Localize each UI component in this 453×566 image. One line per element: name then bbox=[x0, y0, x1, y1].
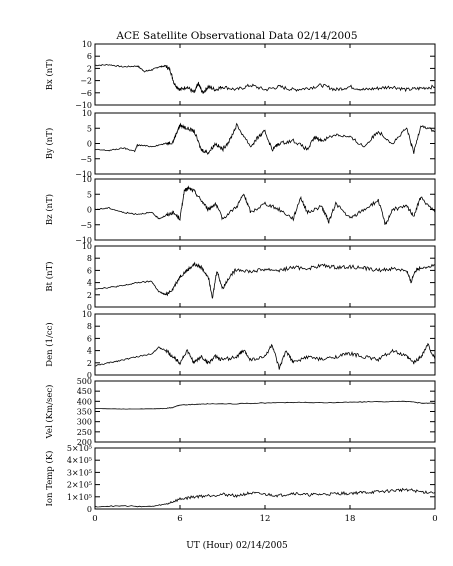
series-line-bt bbox=[94, 261, 436, 299]
y-tick-label-den: 10 bbox=[82, 310, 92, 319]
y-tick-label-temp: 4×10⁵ bbox=[67, 456, 92, 465]
y-tick-label-by: −5 bbox=[80, 155, 92, 164]
y-tick-label-bx: 6 bbox=[87, 52, 92, 61]
y-tick-label-by: 0 bbox=[87, 140, 92, 149]
series-line-bz bbox=[94, 185, 436, 225]
x-tick-label: 12 bbox=[260, 514, 271, 524]
panel-temp: 5×10⁵ 4×10⁵ 3×10⁵ 2×10⁵ 1×10⁵ 0 Ion Temp (K) bbox=[44, 444, 436, 514]
y-tick-label-bt: 8 bbox=[87, 254, 92, 263]
y-tick-label-bz: 10 bbox=[82, 175, 92, 184]
y-tick-label-bt: 4 bbox=[87, 279, 92, 288]
y-tick-label-bx: −2 bbox=[80, 77, 92, 86]
y-tick-label-bx: −6 bbox=[80, 89, 92, 98]
y-tick-label-bt: 2 bbox=[87, 291, 92, 300]
y-tick-label-bx: −10 bbox=[75, 101, 92, 110]
y-tick-label-vel: 500 bbox=[77, 377, 92, 386]
panels-group: 10 6 2 −2 −6 −10 Bx (nT) 10 5 0 −5 −10 By (nT) 10 5 0 −5… bbox=[44, 40, 438, 524]
series-line-by bbox=[94, 122, 436, 156]
y-tick-label-bx: 10 bbox=[82, 40, 92, 49]
y-tick-label-vel: 400 bbox=[77, 397, 92, 406]
y-tick-label-den: 8 bbox=[87, 322, 92, 331]
y-tick-label-bt: 6 bbox=[87, 266, 92, 275]
y-tick-label-vel: 250 bbox=[77, 428, 92, 437]
y-tick-label-vel: 300 bbox=[77, 418, 92, 427]
y-tick-label-by: −10 bbox=[75, 170, 92, 179]
panel-by: 10 5 0 −5 −10 By (nT) bbox=[44, 109, 436, 179]
y-axis-label-bz: Bz (nT) bbox=[44, 194, 55, 225]
y-axis-label-bt: Bt (nT) bbox=[44, 261, 55, 291]
y-tick-label-bz: −5 bbox=[80, 221, 92, 230]
y-tick-label-temp: 1×10⁵ bbox=[67, 493, 92, 502]
panel-den: 10 8 6 4 2 0 Den (1/cc) bbox=[44, 310, 436, 380]
y-tick-label-den: 4 bbox=[87, 347, 92, 356]
panel-bx: 10 6 2 −2 −6 −10 Bx (nT) bbox=[44, 40, 436, 110]
y-axis-label-by: By (nT) bbox=[44, 128, 55, 160]
y-tick-label-vel: 200 bbox=[77, 438, 92, 447]
y-axis-label-bx: Bx (nT) bbox=[44, 59, 55, 91]
panel-bz: 10 5 0 −5 −10 Bz (nT) bbox=[44, 175, 436, 245]
y-tick-label-vel: 450 bbox=[77, 387, 92, 396]
y-tick-label-bt: 0 bbox=[87, 303, 92, 312]
y-tick-label-vel: 350 bbox=[77, 408, 92, 417]
series-line-vel bbox=[94, 400, 436, 410]
y-tick-label-bt: 10 bbox=[82, 242, 92, 251]
y-tick-label-bz: 0 bbox=[87, 206, 92, 215]
y-tick-label-by: 5 bbox=[87, 124, 92, 133]
y-tick-label-bz: −10 bbox=[75, 236, 92, 245]
y-tick-label-temp: 3×10⁵ bbox=[67, 468, 92, 477]
x-tick-label: 0 bbox=[92, 514, 97, 524]
series-line-bx bbox=[94, 64, 436, 94]
y-tick-label-temp: 5×10⁵ bbox=[67, 444, 92, 453]
chart-title: ACE Satellite Observational Data 02/14/2… bbox=[115, 30, 357, 42]
x-axis-label: UT (Hour) 02/14/2005 bbox=[186, 540, 288, 551]
y-axis-label-den: Den (1/cc) bbox=[44, 322, 55, 366]
y-tick-label-temp: 0 bbox=[87, 505, 92, 514]
y-tick-label-den: 6 bbox=[87, 334, 92, 343]
panel-bt: 10 8 6 4 2 0 Bt (nT) bbox=[44, 242, 436, 312]
y-axis-label-temp: Ion Temp (K) bbox=[44, 451, 55, 507]
x-tick-label: 18 bbox=[345, 514, 356, 524]
y-tick-label-by: 10 bbox=[82, 109, 92, 118]
x-tick-label: 6 bbox=[177, 514, 182, 524]
y-tick-label-bz: 5 bbox=[87, 190, 92, 199]
y-tick-label-bx: 2 bbox=[87, 64, 92, 73]
y-axis-label-vel: Vel (Km/sec) bbox=[44, 385, 55, 440]
series-line-den bbox=[94, 342, 436, 370]
x-tick-label: 0 bbox=[432, 514, 437, 524]
y-tick-label-den: 2 bbox=[87, 359, 92, 368]
series-line-temp bbox=[94, 487, 436, 508]
y-tick-label-temp: 2×10⁵ bbox=[67, 481, 92, 490]
y-tick-label-den: 0 bbox=[87, 371, 92, 380]
